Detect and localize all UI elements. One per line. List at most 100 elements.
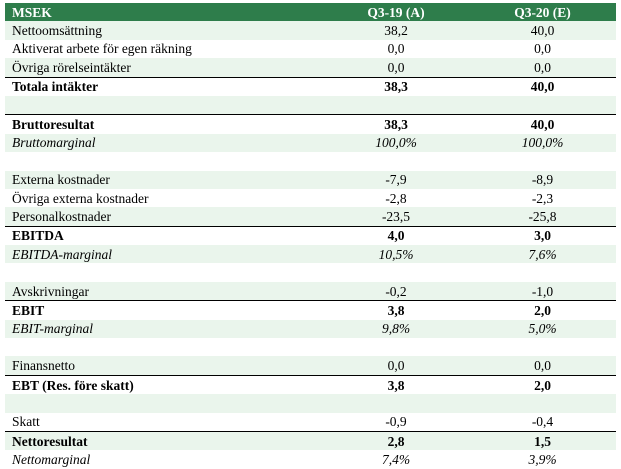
table-header: MSEK Q3-19 (A) Q3-20 (E) xyxy=(5,3,616,22)
q3-19-value xyxy=(323,338,469,356)
q3-19-value: 3,8 xyxy=(323,300,469,320)
row-label: EBT (Res. före skatt) xyxy=(5,374,323,395)
row-label: Nettoomsättning xyxy=(5,21,323,40)
q3-20-value xyxy=(469,152,616,170)
row-label xyxy=(5,263,323,281)
q3-19-value: 2,8 xyxy=(323,430,469,451)
row-label: Externa kostnader xyxy=(5,170,323,189)
row-label: Avskrivningar xyxy=(5,281,323,301)
row-label: Skatt xyxy=(12,414,40,430)
q3-19-value: 7,4% xyxy=(381,452,411,468)
table-row: EBITDA-marginal 10,5% 7,6% xyxy=(5,245,616,264)
header-q3-20-estimate: Q3-20 (E) xyxy=(469,3,616,22)
row-label: EBITDA xyxy=(5,225,323,246)
q3-19-value xyxy=(323,152,469,170)
q3-19-value: 0,0 xyxy=(323,356,469,376)
table-row: EBITDA 4,0 3,0 xyxy=(5,225,616,246)
q3-19-value: 38,3 xyxy=(323,76,469,96)
row-label: Nettoresultat xyxy=(5,430,323,451)
row-label: Bruttoresultat xyxy=(5,114,323,134)
q3-20-value: 0,0 xyxy=(534,41,551,57)
q3-19-value: 4,0 xyxy=(323,225,469,246)
table-row: Avskrivningar -0,2 -1,0 xyxy=(5,281,616,301)
row-label: EBITDA-marginal xyxy=(5,245,323,264)
q3-20-value: -8,9 xyxy=(469,170,616,189)
q3-19-value: -23,5 xyxy=(323,207,469,227)
q3-20-value: 2,0 xyxy=(469,374,616,395)
table-row: Övriga rörelseintäkter 0,0 0,0 xyxy=(5,58,616,78)
q3-20-value: 7,6% xyxy=(469,245,616,264)
q3-20-value: 5,0% xyxy=(469,319,616,339)
table-row: Externa kostnader -7,9 -8,9 xyxy=(5,170,616,189)
table-row: EBIT 3,8 2,0 xyxy=(5,300,616,320)
q3-19-value: 100,0% xyxy=(323,133,469,153)
q3-19-value: -0,9 xyxy=(385,414,407,430)
q3-19-value xyxy=(323,95,469,115)
spacer-row xyxy=(5,338,616,356)
q3-19-value: 38,3 xyxy=(323,114,469,134)
q3-20-value: 40,0 xyxy=(469,21,616,40)
table-body: Nettoomsättning 38,2 40,0 Aktiverat arbete … xyxy=(5,21,616,468)
q3-20-value xyxy=(469,338,616,356)
q3-19-value: 0,0 xyxy=(387,41,405,57)
table-row: Personalkostnader -23,5 -25,8 xyxy=(5,207,616,227)
table-row: Nettoomsättning 38,2 40,0 xyxy=(5,21,616,40)
q3-19-value xyxy=(323,394,469,413)
spacer-row xyxy=(5,394,616,413)
table-row: Övriga externa kostnader -2,8 -2,3 xyxy=(5,189,616,207)
q3-20-value: 0,0 xyxy=(469,356,616,376)
row-label: EBIT-marginal xyxy=(5,319,323,339)
table-row: Nettomarginal 7,4% 3,9% xyxy=(5,450,616,468)
row-label: Finansnetto xyxy=(5,356,323,376)
row-label xyxy=(5,152,323,170)
q3-19-value: -0,2 xyxy=(323,281,469,301)
q3-20-value: -2,3 xyxy=(531,190,554,206)
q3-20-value: -25,8 xyxy=(469,207,616,227)
q3-20-value: 2,0 xyxy=(469,300,616,320)
income-statement-table: MSEK Q3-19 (A) Q3-20 (E) Nettoomsättning… xyxy=(5,3,616,469)
table-row: Finansnetto 0,0 0,0 xyxy=(5,356,616,376)
row-label: Övriga externa kostnader xyxy=(12,190,149,206)
row-label: Nettomarginal xyxy=(12,452,91,468)
q3-20-value: 40,0 xyxy=(469,114,616,134)
table-row: Skatt -0,9 -0,4 xyxy=(5,413,616,432)
spacer-row xyxy=(5,152,616,170)
header-row: MSEK Q3-19 (A) Q3-20 (E) xyxy=(5,3,616,22)
spacer-row xyxy=(5,263,616,281)
q3-20-value: -1,0 xyxy=(469,281,616,301)
q3-19-value: 9,8% xyxy=(323,319,469,339)
row-label: Bruttomarginal xyxy=(5,133,323,153)
q3-20-value xyxy=(469,394,616,413)
q3-20-value: -0,4 xyxy=(531,414,554,430)
row-label xyxy=(5,95,323,115)
header-msek: MSEK xyxy=(5,3,323,22)
table-row: Nettoresultat 2,8 1,5 xyxy=(5,430,616,451)
row-label xyxy=(5,394,323,413)
q3-19-value: 10,5% xyxy=(323,245,469,264)
q3-20-value: 0,0 xyxy=(469,58,616,78)
q3-20-value xyxy=(469,95,616,115)
table-row: EBT (Res. före skatt) 3,8 2,0 xyxy=(5,374,616,395)
q3-20-value: 1,5 xyxy=(469,430,616,451)
q3-19-value xyxy=(323,263,469,281)
q3-20-value xyxy=(469,263,616,281)
q3-19-value: 3,8 xyxy=(323,374,469,395)
row-label: Övriga rörelseintäkter xyxy=(5,58,323,78)
row-label: Personalkostnader xyxy=(5,207,323,227)
row-label: Totala intäkter xyxy=(5,76,323,96)
row-label xyxy=(5,338,323,356)
q3-20-value: 100,0% xyxy=(469,133,616,153)
header-q3-19-actual: Q3-19 (A) xyxy=(323,3,469,22)
q3-19-value: -2,8 xyxy=(385,190,407,206)
table-row: Bruttomarginal 100,0% 100,0% xyxy=(5,133,616,153)
q3-19-value: 0,0 xyxy=(323,58,469,78)
q3-19-value: 38,2 xyxy=(323,21,469,40)
table-row: EBIT-marginal 9,8% 5,0% xyxy=(5,319,616,339)
row-label: Aktiverat arbete för egen räkning xyxy=(12,41,192,57)
row-label: EBIT xyxy=(5,300,323,320)
q3-19-value: -7,9 xyxy=(323,170,469,189)
q3-20-value: 3,9% xyxy=(528,452,557,468)
table-row: Totala intäkter 38,3 40,0 xyxy=(5,76,616,96)
table-row: Bruttoresultat 38,3 40,0 xyxy=(5,114,616,134)
spacer-row xyxy=(5,95,616,115)
